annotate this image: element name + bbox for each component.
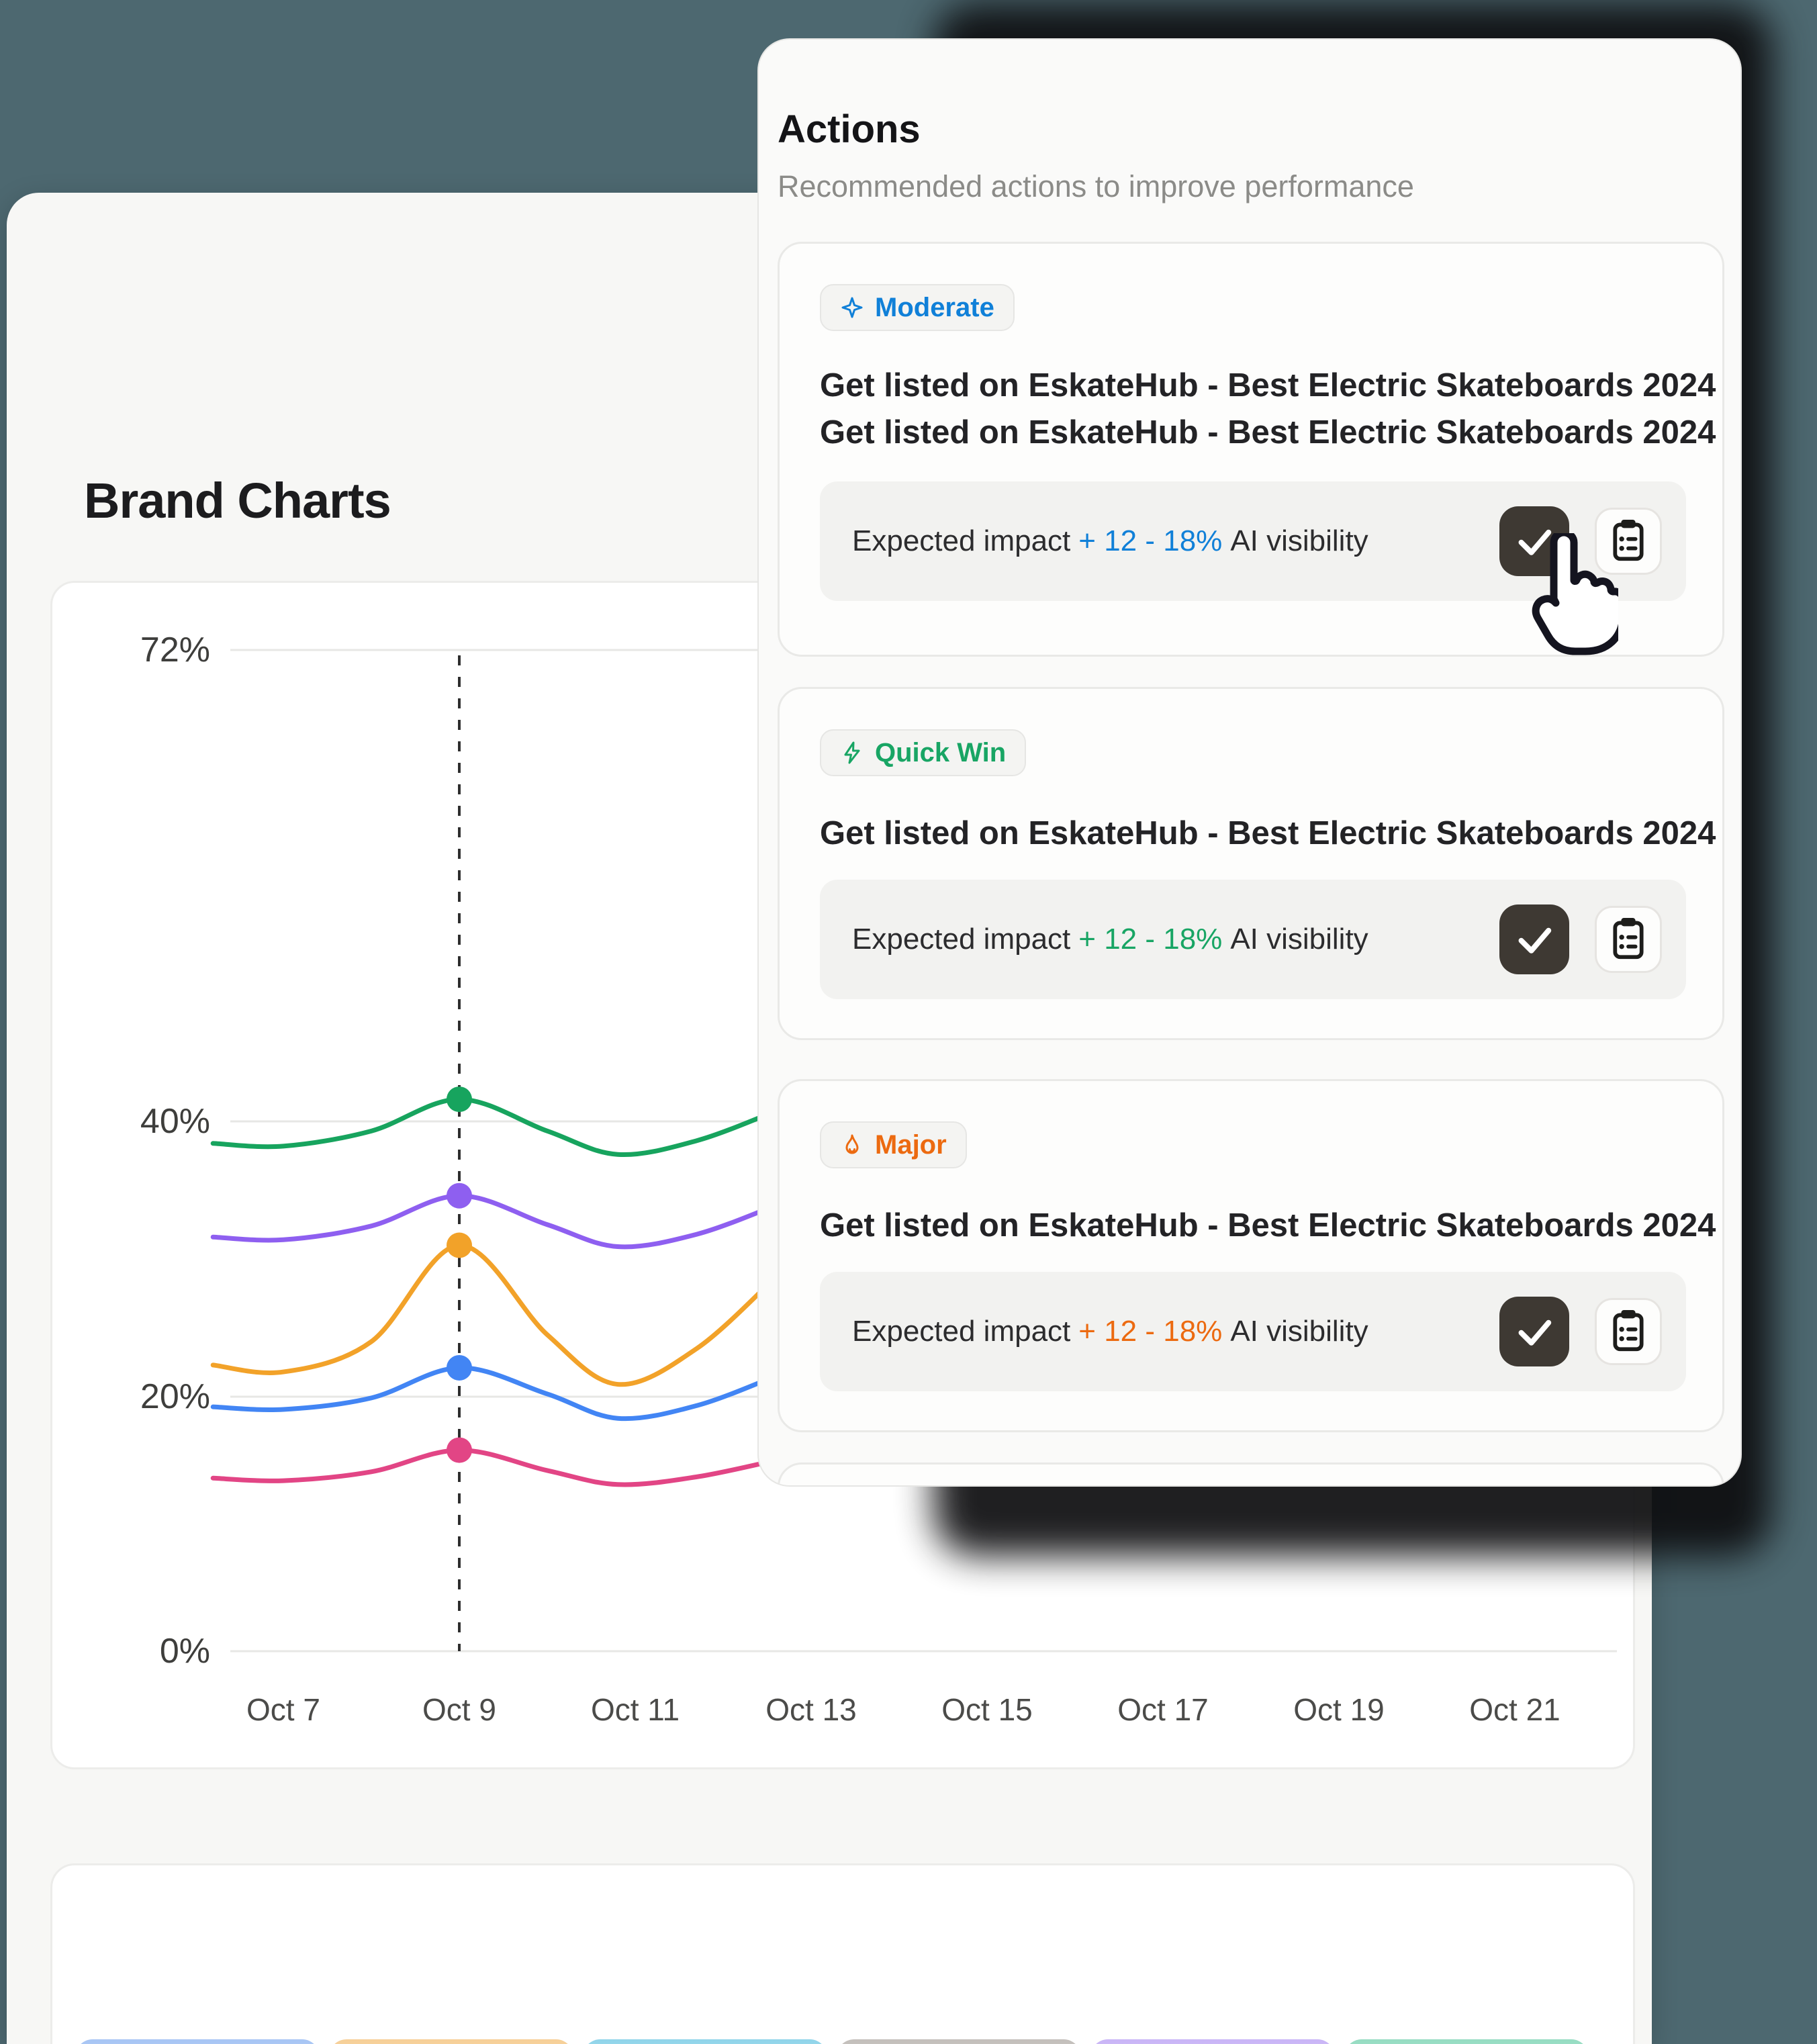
check-icon [1518,927,1552,954]
brand-charts-title: Brand Charts [84,472,391,528]
svg-text:Oct 21: Oct 21 [1469,1692,1560,1727]
svg-text:Oct 19: Oct 19 [1293,1692,1385,1727]
priority-badge: Major [820,1121,967,1168]
impact-range: + 12 - 18% [1078,524,1223,557]
source-types-card: Source Types [50,1863,1635,2044]
priority-badge: Moderate [820,284,1015,331]
action-card-major[interactable]: Major Get listed on EskateHub - Best Ele… [778,1079,1724,1432]
svg-text:0%: 0% [160,1632,210,1671]
clipboard-icon [1613,918,1644,960]
badge-label: Quick Win [875,737,1007,768]
clipboard-icon [1613,520,1644,561]
priority-badge: Quick Win [820,729,1027,776]
svg-text:20%: 20% [140,1377,210,1416]
copy-to-clipboard-button[interactable] [1595,1298,1662,1365]
action-title-line: Get listed on EskateHub - Best Electric … [820,1207,1716,1244]
source-type-pill[interactable]: 7.6% [583,2039,827,2044]
impact-text: Expected impact + 12 - 18% AI visibility [852,1315,1368,1348]
source-type-pill[interactable]: 7.6% [837,2039,1081,2044]
svg-text:72%: 72% [140,631,210,669]
copy-to-clipboard-button[interactable] [1595,508,1662,575]
badge-label: Major [875,1129,947,1160]
mark-done-button[interactable] [1499,904,1569,974]
svg-text:Oct 7: Oct 7 [246,1692,320,1727]
lightning-icon [844,741,860,764]
check-icon [1518,1319,1552,1346]
sparkle-icon [841,297,863,318]
pointer-hand-icon [1532,533,1618,655]
actions-subtitle: Recommended actions to improve performan… [778,169,1414,203]
badge-label: Moderate [875,292,994,322]
action-title-line: Get listed on EskateHub - Best Electric … [820,414,1716,451]
source-type-pill[interactable]: 7.6% [329,2039,573,2044]
action-title-line: Get listed on EskateHub - Best Electric … [820,367,1716,404]
impact-box: Expected impact + 12 - 18% AI visibility [820,880,1686,999]
source-type-pill[interactable]: 70.4% [75,2039,320,2044]
actions-panel: Actions Recommended actions to improve p… [757,38,1742,1487]
impact-text: Expected impact + 12 - 18% AI visibility [852,524,1368,557]
impact-range: + 12 - 18% [1078,923,1223,956]
flame-icon [845,1134,859,1154]
svg-text:Oct 17: Oct 17 [1117,1692,1209,1727]
impact-text: Expected impact + 12 - 18% AI visibility [852,923,1368,956]
svg-text:Oct 11: Oct 11 [591,1692,680,1727]
mark-done-button[interactable] [1499,1297,1569,1366]
actions-title: Actions [778,107,921,152]
source-type-pill[interactable]: 7.6% [1344,2039,1589,2044]
check-icon [1518,529,1552,555]
impact-box: Expected impact + 12 - 18% AI visibility [820,1272,1686,1391]
impact-range: + 12 - 18% [1078,1315,1223,1348]
action-card-partial[interactable] [778,1462,1724,1485]
action-card-quick-win[interactable]: Quick Win Get listed on EskateHub - Best… [778,687,1724,1040]
svg-text:Oct 9: Oct 9 [422,1692,496,1727]
copy-to-clipboard-button[interactable] [1595,906,1662,973]
clipboard-icon [1613,1310,1644,1352]
action-card-moderate[interactable]: Moderate Get listed on EskateHub - Best … [778,242,1724,657]
action-title-line: Get listed on EskateHub - Best Electric … [820,815,1716,851]
svg-text:Oct 15: Oct 15 [941,1692,1033,1727]
source-type-pill[interactable]: 7.6% [1090,2039,1335,2044]
svg-text:40%: 40% [140,1102,210,1141]
impact-box: Expected impact + 12 - 18% AI visibility [820,481,1686,601]
svg-text:Oct 13: Oct 13 [765,1692,857,1727]
